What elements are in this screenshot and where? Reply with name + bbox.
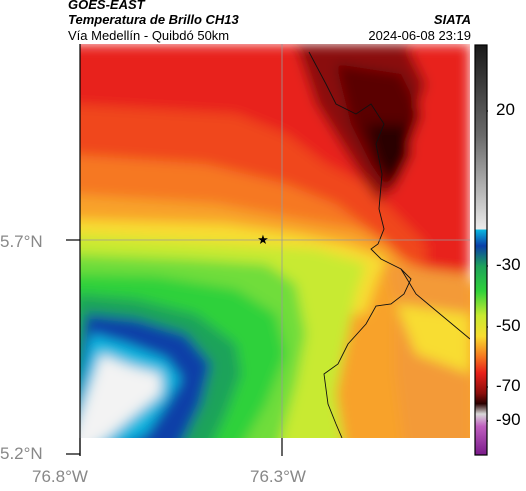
datetime-label: 2024-06-08 23:19	[368, 28, 471, 43]
star-icon: ★	[257, 232, 269, 247]
source-label: SIATA	[433, 12, 471, 27]
x-tick-label: 76.3°W	[250, 467, 306, 486]
x-tick-label: 76.8°W	[32, 467, 88, 486]
brightness-temperature-map: ★	[66, 44, 470, 456]
satellite-name: GOES-EAST	[68, 0, 145, 12]
colorbar-tick-label: -70	[496, 376, 521, 395]
colorbar	[474, 44, 488, 456]
product-title: Temperatura de Brillo CH13	[68, 12, 239, 27]
colorbar-tick-label: -30	[496, 255, 521, 274]
colorbar-tick-label: -90	[496, 410, 521, 429]
y-tick-label: 5.7°N	[0, 232, 43, 251]
colorbar-tick-label: 20	[496, 100, 515, 119]
y-tick-label: 5.2°N	[0, 444, 43, 463]
colorbar-tick-label: -50	[496, 316, 521, 335]
region-subtitle: Vía Medellín - Quibdó 50km	[68, 28, 230, 43]
